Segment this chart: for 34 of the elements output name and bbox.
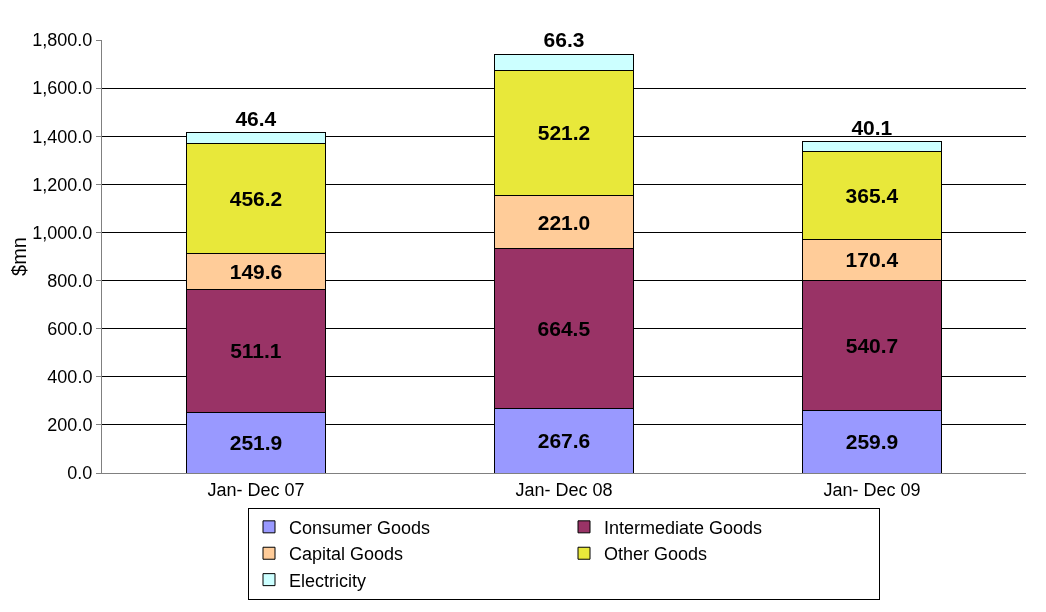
y-tick-label: 0.0 bbox=[67, 463, 93, 484]
data-label: 149.6 bbox=[229, 259, 283, 283]
x-tick-label: Jan- Dec 07 bbox=[207, 479, 305, 500]
legend-label: Electricity bbox=[289, 570, 367, 591]
x-tick-label: Jan- Dec 08 bbox=[515, 479, 613, 500]
y-tick-label: 1,000.0 bbox=[32, 222, 93, 243]
x-tick-label: Jan- Dec 09 bbox=[823, 479, 921, 500]
y-tick-label: 400.0 bbox=[47, 367, 93, 388]
legend-label: Consumer Goods bbox=[289, 517, 431, 538]
data-label: 170.4 bbox=[845, 248, 899, 272]
data-label: 46.4 bbox=[235, 106, 277, 130]
data-label: 267.6 bbox=[537, 429, 591, 453]
y-tick-label: 200.0 bbox=[47, 415, 93, 436]
legend-label: Other Goods bbox=[604, 544, 708, 565]
y-axis-title: $mn bbox=[8, 237, 31, 276]
data-label: 540.7 bbox=[845, 333, 899, 357]
legend-label: Intermediate Goods bbox=[604, 517, 763, 538]
data-label: 259.9 bbox=[845, 430, 899, 454]
data-label: 365.4 bbox=[845, 183, 899, 207]
y-tick-label: 600.0 bbox=[47, 318, 93, 339]
data-label: 221.0 bbox=[537, 210, 591, 234]
y-tick-label: 1,200.0 bbox=[32, 174, 93, 195]
y-tick-label: 800.0 bbox=[47, 270, 93, 291]
data-label: 40.1 bbox=[851, 115, 893, 139]
data-label: 66.3 bbox=[543, 28, 585, 52]
legend-label: Capital Goods bbox=[289, 544, 404, 565]
y-tick-label: 1,800.0 bbox=[32, 30, 93, 51]
data-label: 456.2 bbox=[229, 187, 283, 211]
y-tick-label: 1,400.0 bbox=[32, 126, 93, 147]
data-label: 251.9 bbox=[229, 431, 283, 455]
data-label: 511.1 bbox=[230, 339, 282, 363]
data-label: 521.2 bbox=[537, 121, 591, 145]
y-tick-label: 1,600.0 bbox=[32, 78, 93, 99]
data-label: 664.5 bbox=[537, 317, 591, 341]
